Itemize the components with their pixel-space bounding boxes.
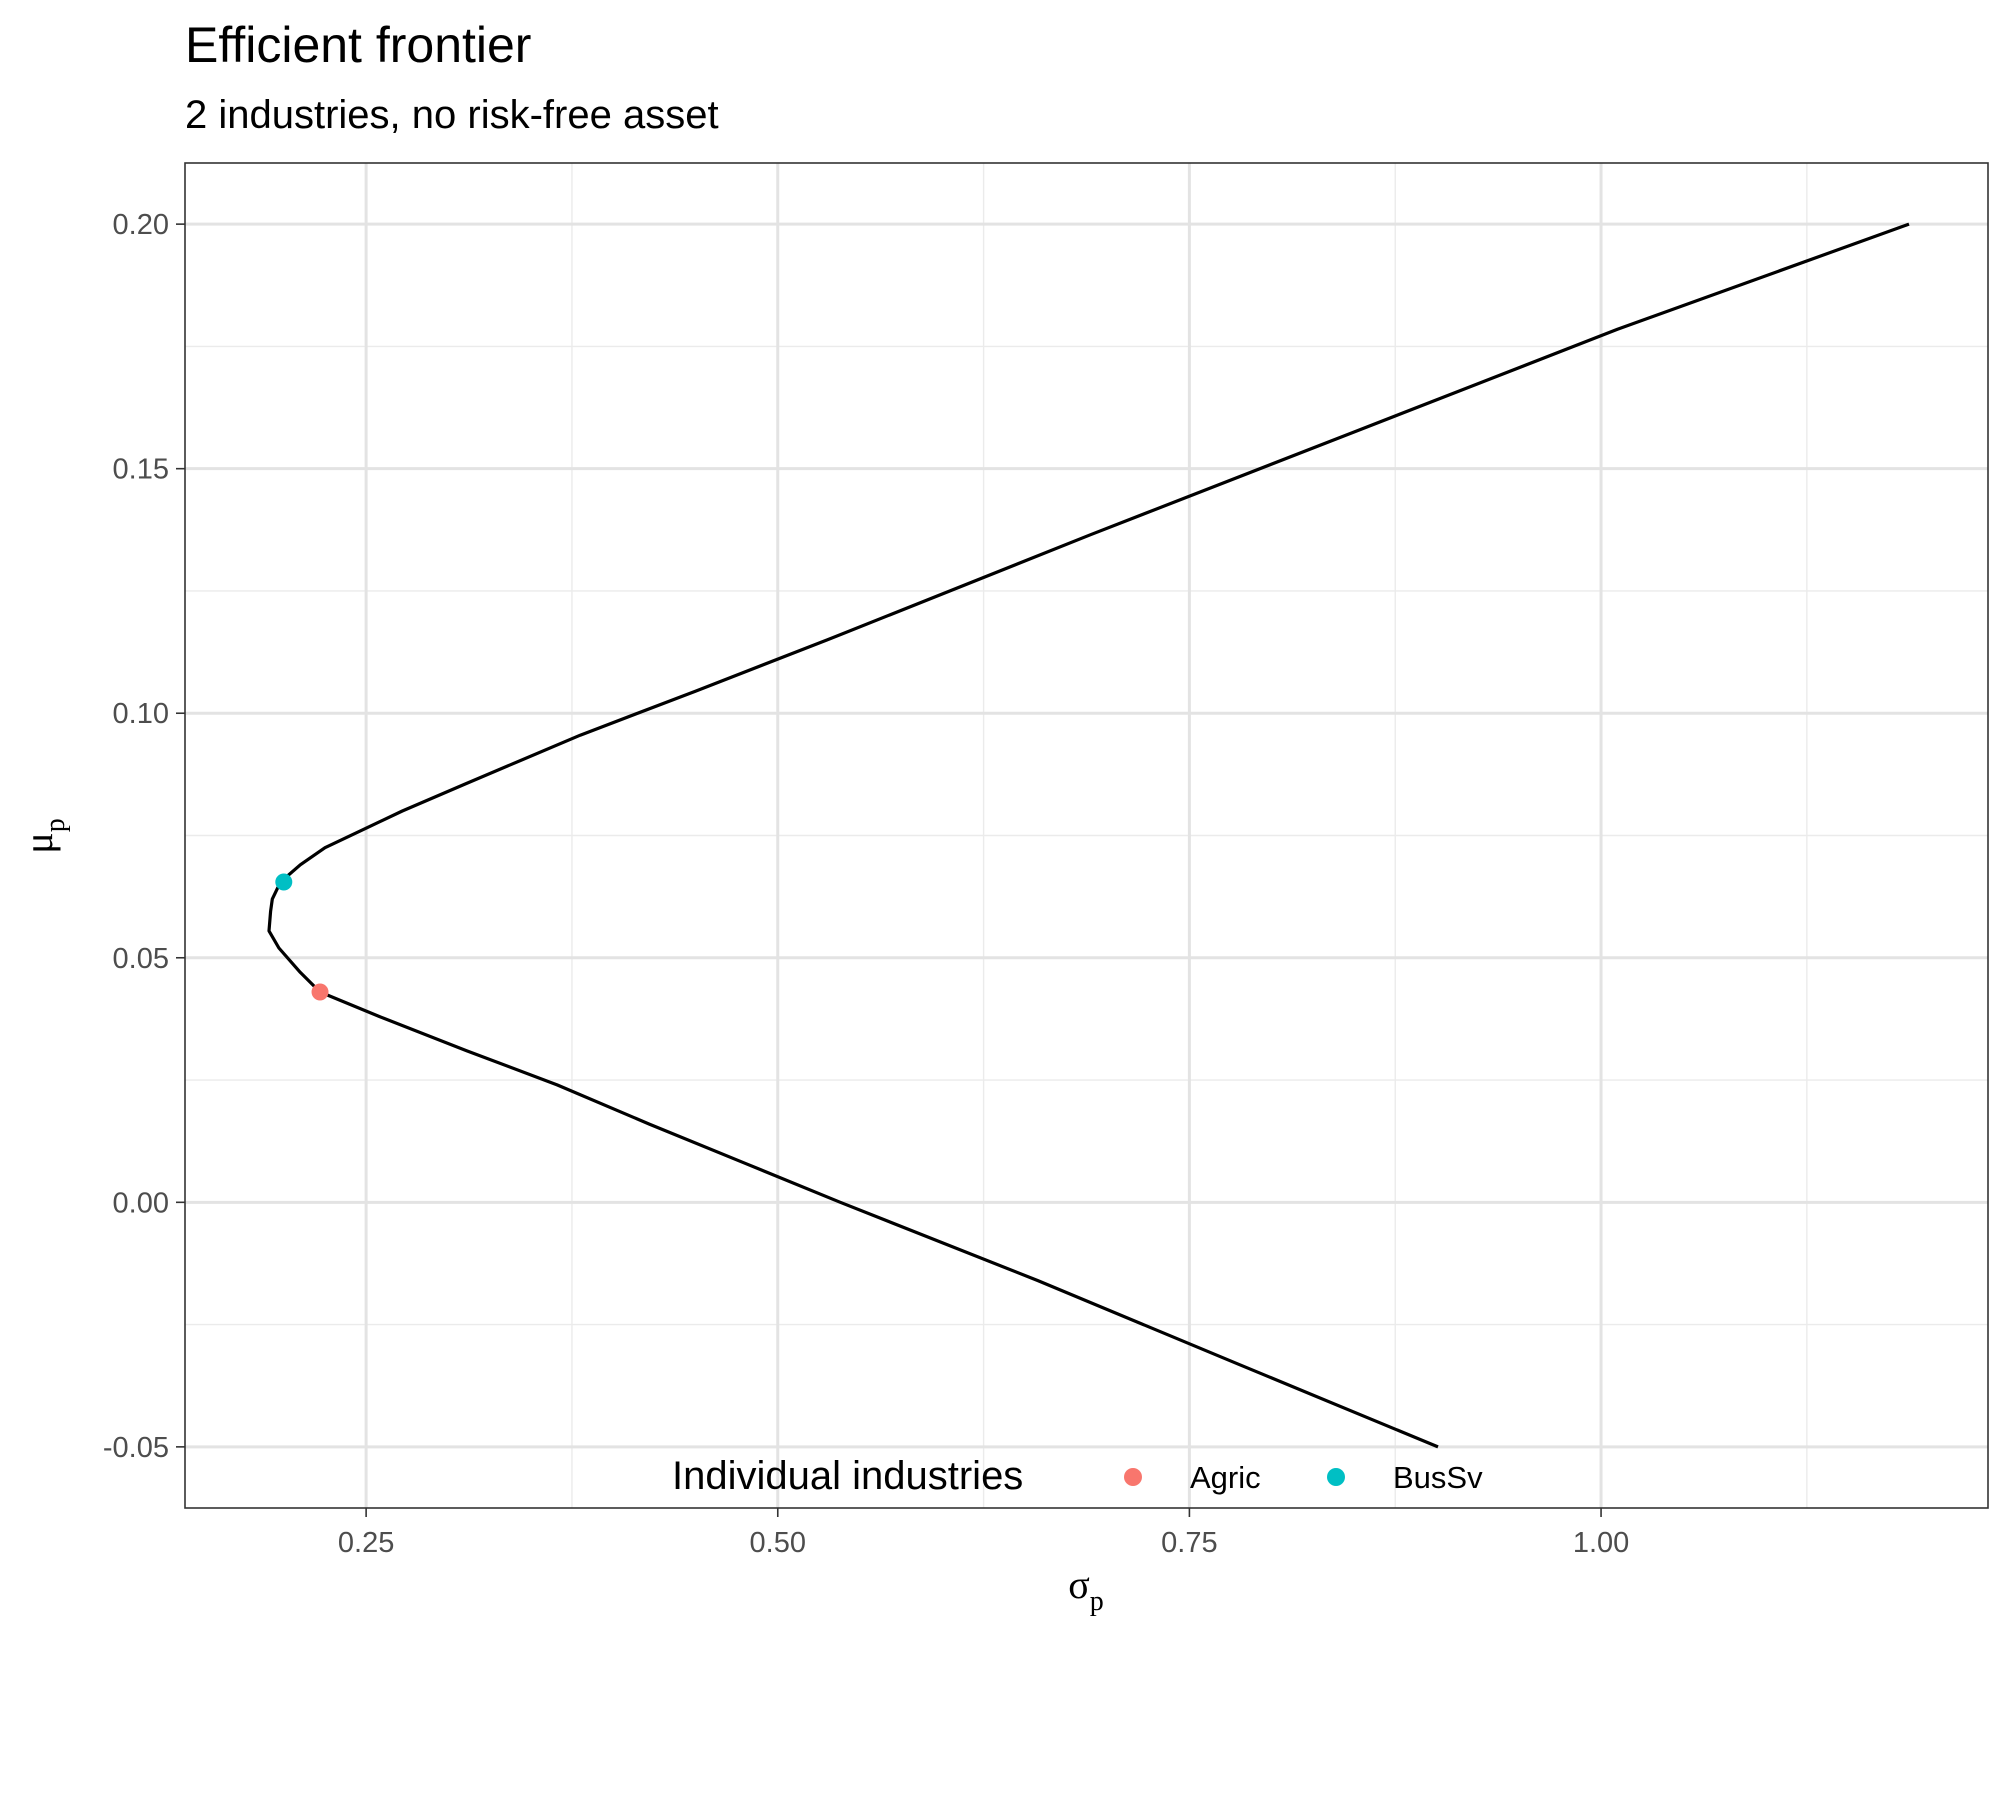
frontier-line xyxy=(267,222,1910,1449)
y-tick-label: -0.05 xyxy=(103,1432,169,1464)
legend-title: Individual industries xyxy=(672,1454,1023,1498)
legend: Individual industries Agric BusSv xyxy=(672,1454,1483,1498)
x-axis-title: σp xyxy=(1068,1562,1104,1617)
grid-major xyxy=(185,163,1988,1508)
svg-text:σp: σp xyxy=(1068,1562,1104,1617)
y-axis-ticks: -0.05 0.00 0.05 0.10 0.15 0.20 xyxy=(103,209,185,1464)
x-tick-label: 1.00 xyxy=(1573,1527,1629,1559)
legend-label-bussv: BusSv xyxy=(1393,1460,1483,1495)
x-tick-label: 0.75 xyxy=(1161,1527,1217,1559)
y-tick-label: 0.15 xyxy=(113,454,169,486)
svg-text:μp: μp xyxy=(16,818,71,853)
x-tick-label: 0.50 xyxy=(750,1527,806,1559)
y-tick-label: 0.20 xyxy=(113,209,169,241)
y-axis-symbol: μ xyxy=(16,832,61,853)
y-tick-label: 0.05 xyxy=(113,943,169,975)
chart-title: Efficient frontier xyxy=(185,17,531,73)
x-axis-symbol: σ xyxy=(1068,1562,1090,1607)
x-axis-subscript: p xyxy=(1090,1586,1104,1617)
points-layer xyxy=(275,873,329,1001)
frontier-layer xyxy=(267,222,1910,1449)
point-agric xyxy=(311,983,329,1001)
y-tick-label: 0.10 xyxy=(113,698,169,730)
x-tick-label: 0.25 xyxy=(338,1527,394,1559)
x-axis-ticks: 0.25 0.50 0.75 1.00 xyxy=(338,1508,1629,1559)
grid-minor xyxy=(185,163,1988,1508)
y-axis-title: μp xyxy=(16,818,71,853)
panel-border xyxy=(184,162,1989,1509)
legend-key-agric xyxy=(1124,1468,1142,1486)
point-bussv xyxy=(275,873,293,891)
legend-label-agric: Agric xyxy=(1190,1460,1261,1495)
y-tick-label: 0.00 xyxy=(113,1187,169,1219)
chart-subtitle: 2 industries, no risk-free asset xyxy=(185,93,719,137)
y-axis-subscript: p xyxy=(40,818,71,832)
legend-key-bussv xyxy=(1327,1468,1345,1486)
